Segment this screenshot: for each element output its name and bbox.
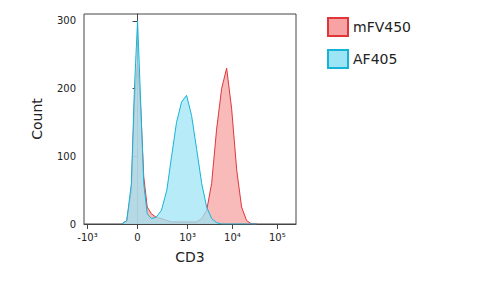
svg-text:10⁵: 10⁵	[269, 232, 286, 243]
svg-text:10⁴: 10⁴	[224, 232, 241, 243]
svg-text:AF405: AF405	[353, 51, 397, 67]
svg-text:10³: 10³	[179, 232, 196, 243]
svg-text:300: 300	[57, 15, 76, 26]
svg-text:0: 0	[70, 219, 76, 230]
svg-text:Count: Count	[29, 98, 45, 140]
svg-text:200: 200	[57, 83, 76, 94]
svg-text:mFV450: mFV450	[353, 19, 411, 35]
svg-text:CD3: CD3	[175, 249, 204, 265]
svg-text:-10³: -10³	[77, 232, 97, 243]
svg-text:100: 100	[57, 151, 76, 162]
svg-text:0: 0	[134, 232, 140, 243]
